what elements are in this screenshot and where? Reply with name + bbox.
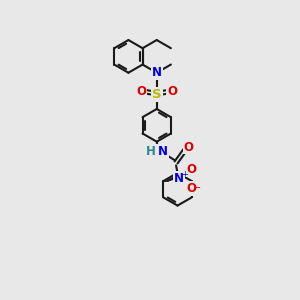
Text: O: O [186,182,196,195]
Text: S: S [152,88,161,100]
Text: +: + [181,170,188,179]
Text: −: − [193,183,201,193]
Text: O: O [186,163,196,176]
Text: O: O [184,140,194,154]
Text: N: N [174,172,184,185]
Text: O: O [167,85,177,98]
Text: H: H [146,145,156,158]
Text: N: N [158,145,168,158]
Text: O: O [136,85,146,98]
Text: N: N [152,66,162,79]
